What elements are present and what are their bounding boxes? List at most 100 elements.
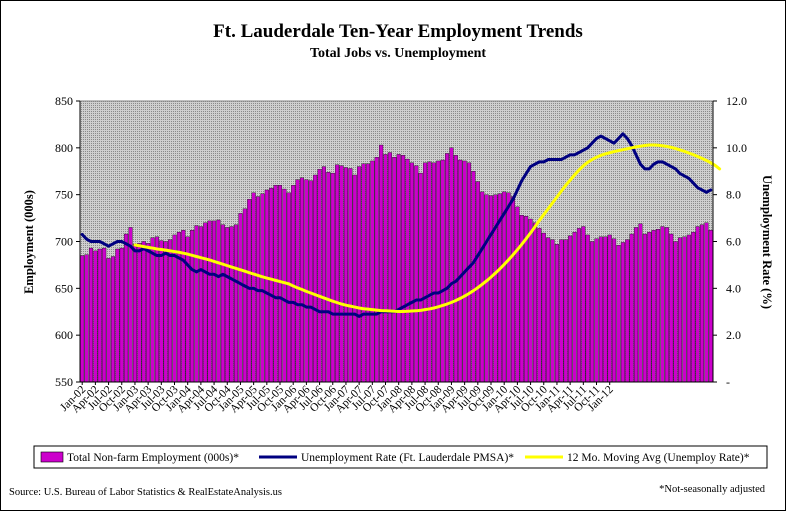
- employment-bar: [392, 157, 397, 383]
- right-y-tick-label: 8.0: [726, 188, 741, 202]
- left-y-tick-label: 600: [55, 328, 73, 342]
- footnote: *Not-seasonally adjusted: [659, 484, 766, 495]
- employment-bar: [124, 233, 129, 383]
- employment-bar: [163, 241, 168, 383]
- employment-bar: [150, 237, 155, 383]
- employment-bar: [97, 248, 102, 383]
- employment-bar: [682, 236, 687, 383]
- employment-bar: [436, 160, 441, 383]
- employment-bar: [532, 222, 537, 383]
- employment-bar: [603, 236, 608, 383]
- employment-bar: [273, 185, 278, 383]
- employment-bar: [115, 248, 120, 383]
- employment-bar: [93, 250, 98, 383]
- employment-bar: [299, 177, 305, 383]
- employment-bar: [106, 258, 111, 383]
- employment-bar: [616, 245, 621, 383]
- employment-bar: [537, 228, 542, 383]
- employment-bar: [576, 228, 581, 383]
- employment-bar: [541, 232, 546, 383]
- employment-bar: [695, 226, 700, 383]
- left-y-tick-label: 850: [55, 94, 73, 108]
- employment-bar: [581, 226, 586, 383]
- employment-bar: [203, 222, 208, 383]
- right-y-tick-label: 12.0: [726, 94, 747, 108]
- employment-bar: [607, 234, 612, 383]
- right-y-tick-label: 4.0: [726, 281, 741, 295]
- employment-bar: [383, 154, 388, 383]
- right-y-tick-label: 2.0: [726, 328, 741, 342]
- employment-bar: [440, 159, 445, 383]
- employment-bar: [559, 239, 564, 383]
- employment-bar: [449, 147, 454, 383]
- employment-bar: [185, 236, 190, 383]
- employment-bar: [264, 189, 269, 383]
- employment-bar: [431, 162, 436, 383]
- employment-bar: [691, 231, 696, 383]
- employment-bar: [220, 224, 225, 383]
- employment-bar: [554, 244, 559, 383]
- employment-bar: [638, 223, 643, 383]
- employment-bar: [515, 206, 520, 383]
- employment-bar: [370, 160, 375, 383]
- employment-bar: [594, 238, 599, 383]
- employment-bar: [484, 194, 489, 383]
- employment-bar: [216, 219, 221, 383]
- employment-bar: [414, 165, 419, 383]
- employment-bar: [471, 171, 476, 383]
- employment-bar: [330, 172, 335, 383]
- employment-bar: [445, 153, 450, 383]
- employment-bar: [550, 239, 555, 383]
- employment-bar: [102, 247, 107, 383]
- employment-bar: [282, 188, 287, 383]
- employment-bar: [678, 237, 683, 383]
- employment-bar: [396, 154, 401, 383]
- employment-bar: [634, 227, 639, 383]
- employment-bar: [660, 226, 665, 383]
- employment-bar: [563, 239, 568, 383]
- employment-bar: [225, 227, 230, 383]
- employment-bar: [664, 227, 669, 383]
- employment-bar: [423, 162, 428, 383]
- legend-swatch-employment: [40, 451, 64, 463]
- plot-area: [79, 100, 714, 383]
- employment-bar: [365, 163, 370, 383]
- employment-bar: [159, 240, 164, 383]
- legend: Total Non-farm Employment (000s)* Unempl…: [33, 445, 768, 469]
- employment-bar: [137, 243, 142, 383]
- employment-bar: [321, 166, 326, 383]
- left-y-tick-label: 750: [55, 188, 73, 202]
- employment-bar: [326, 172, 331, 383]
- employment-bar: [132, 244, 137, 383]
- employment-bar: [612, 238, 617, 383]
- employment-bar: [387, 152, 392, 383]
- employment-bar: [488, 195, 494, 383]
- source-note: Source: U.S. Bureau of Labor Statistics …: [9, 487, 282, 498]
- employment-bar: [361, 163, 366, 383]
- left-y-tick-label: 550: [55, 375, 73, 389]
- employment-bar: [291, 185, 296, 383]
- employment-bar: [647, 231, 652, 383]
- employment-bar: [651, 230, 656, 383]
- legend-label-unemployment: Unemployment Rate (Ft. Lauderdale PMSA)*: [301, 452, 514, 464]
- employment-bar: [269, 187, 274, 383]
- employment-bar: [146, 243, 151, 383]
- employment-bar: [198, 226, 203, 383]
- employment-bar: [546, 237, 551, 383]
- employment-bar: [704, 222, 709, 383]
- employment-bar: [343, 167, 348, 383]
- moving-average-line: [133, 143, 722, 314]
- employment-bar: [699, 224, 705, 383]
- employment-bar: [568, 235, 573, 383]
- employment-bar: [154, 236, 159, 383]
- employment-bar: [374, 157, 379, 383]
- employment-bar: [453, 155, 458, 383]
- employment-bar: [409, 162, 414, 383]
- employment-bar: [467, 162, 472, 383]
- left-y-ticks: 550 600 650 700 750 800 850: [55, 94, 80, 389]
- employment-bar: [141, 241, 146, 383]
- employment-bar: [260, 193, 265, 383]
- employment-bar: [510, 196, 516, 383]
- employment-bar: [313, 174, 318, 383]
